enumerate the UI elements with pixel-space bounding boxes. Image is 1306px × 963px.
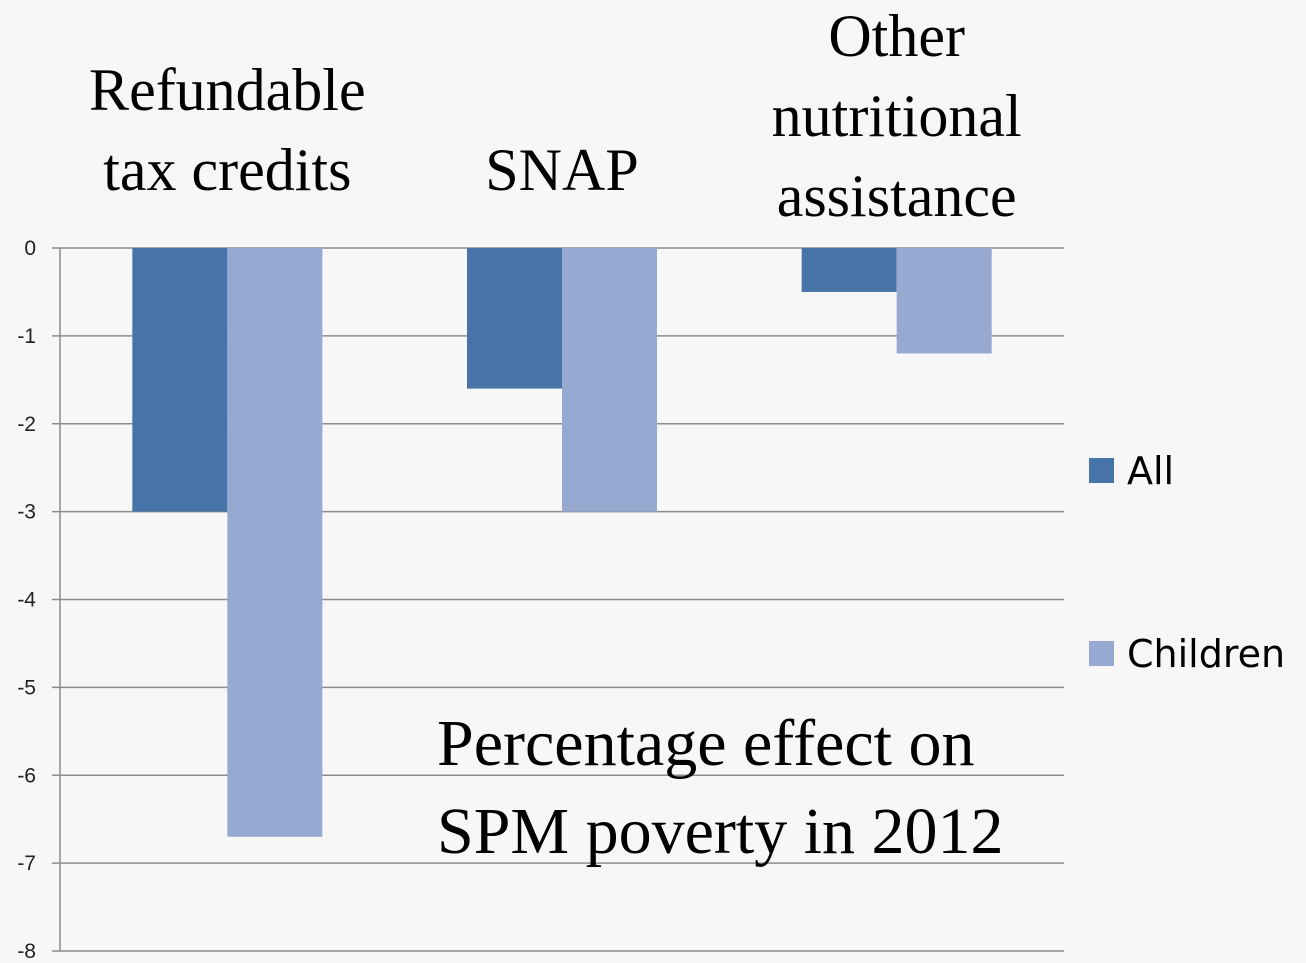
y-tick-label: -8 (17, 940, 36, 963)
category-label-line: SNAP (485, 137, 638, 203)
y-axis: 0 -1 -2 -3 -4 -5 -6 -7 -8 (17, 237, 61, 963)
category-label-line: assistance (777, 163, 1017, 229)
legend: All Children (1089, 449, 1285, 676)
y-tick-label: -6 (17, 764, 36, 787)
category-label-line: nutritional (772, 83, 1022, 149)
y-tick-label: -2 (17, 413, 36, 436)
bar-children-0 (227, 248, 323, 837)
bar-all-2 (801, 248, 897, 292)
annotation: Percentage effect on SPM poverty in 2012 (437, 707, 1004, 868)
y-tick-label: -3 (17, 501, 36, 524)
bar-all-1 (467, 248, 562, 389)
y-tick-label: -4 (17, 589, 36, 612)
y-tick-label: 0 (24, 237, 36, 260)
category-label-0: Refundable tax credits (89, 57, 366, 203)
y-tick-label: -7 (17, 852, 36, 875)
y-tick-label: -5 (17, 676, 36, 699)
annotation-line-1: SPM poverty in 2012 (437, 795, 1004, 868)
y-tick-label: -1 (17, 325, 36, 348)
category-label-1: SNAP (485, 137, 638, 203)
category-label-line: Other (828, 3, 965, 69)
legend-label-children: Children (1127, 632, 1285, 676)
legend-label-all: All (1127, 449, 1174, 493)
legend-swatch-children (1089, 641, 1114, 666)
bar-children-1 (562, 248, 657, 512)
bar-all-0 (132, 248, 228, 512)
category-label-line: Refundable (89, 57, 366, 123)
category-label-line: tax credits (103, 137, 351, 203)
annotation-line-0: Percentage effect on (437, 707, 974, 780)
category-label-2: Other nutritional assistance (772, 3, 1022, 229)
legend-swatch-all (1089, 458, 1114, 483)
bars (132, 248, 992, 837)
category-labels: Refundable tax credits SNAP Other nutritiona… (89, 3, 1022, 229)
bar-children-2 (896, 248, 992, 354)
